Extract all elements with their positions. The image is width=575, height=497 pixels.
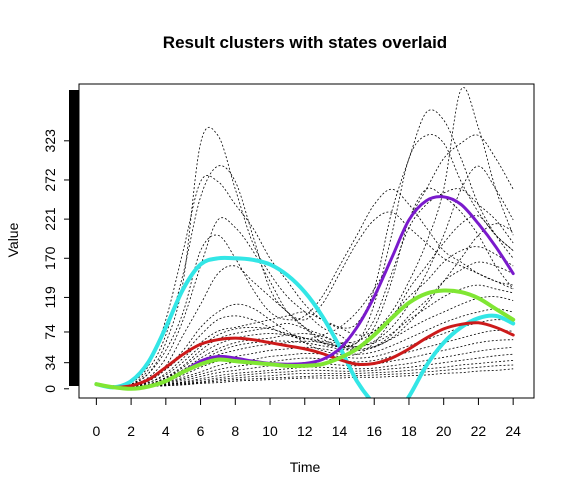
background-line-23 (96, 223, 514, 388)
x-tick-label: 4 (162, 423, 170, 439)
background-line-18 (96, 165, 514, 387)
x-tick-label: 22 (471, 423, 487, 439)
x-tick-label: 14 (332, 423, 348, 439)
background-line-20 (96, 134, 514, 388)
y-axis-label: Value (5, 222, 21, 257)
y-tick-label: 0 (42, 385, 58, 393)
y-tick-label: 221 (42, 207, 58, 231)
background-line-5 (96, 246, 514, 387)
x-tick-label: 10 (262, 423, 278, 439)
series-line-0 (94, 255, 516, 398)
y-tick-label: 119 (42, 286, 58, 309)
x-tick-label: 2 (127, 423, 135, 439)
x-tick-label: 20 (436, 423, 452, 439)
x-tick-label: 24 (505, 423, 521, 439)
y-tick-label: 74 (42, 324, 58, 340)
x-tick-label: 18 (401, 423, 417, 439)
background-line-0 (96, 126, 514, 387)
background-line-17 (96, 368, 514, 388)
y-tick-label: 34 (42, 355, 58, 371)
x-axis-ticks: 0 2 4 6 8 10 12 14 16 18 20 22 24 (92, 398, 521, 439)
background-line-6 (96, 261, 514, 388)
y-tick-label: 323 (42, 129, 58, 153)
series-line-1 (94, 321, 515, 389)
series-line-3 (94, 288, 516, 391)
y-tick-label: 170 (42, 246, 58, 270)
x-tick-label: 8 (231, 423, 239, 439)
y-axis-ticks: 0 34 74 119 170 221 272 323 (42, 129, 69, 393)
background-line-12 (96, 339, 514, 388)
x-tick-label: 12 (297, 423, 313, 439)
background-line-3 (96, 188, 514, 388)
background-line-10 (96, 319, 514, 388)
x-axis-label: Time (290, 459, 321, 475)
x-tick-label: 6 (197, 423, 205, 439)
y-tick-label: 272 (42, 168, 58, 192)
background-line-19 (96, 188, 514, 387)
plot-frame (78, 83, 535, 399)
background-line-2 (96, 187, 514, 387)
y-axis-bar (69, 90, 79, 386)
x-tick-label: 0 (92, 423, 100, 439)
chart-title: Result clusters with states overlaid (163, 33, 447, 52)
background-line-8 (96, 296, 514, 388)
background-line-1 (96, 109, 514, 387)
background-line-22 (96, 165, 514, 388)
x-tick-label: 16 (366, 423, 382, 439)
series-lines (94, 195, 516, 398)
background-line-15 (96, 360, 514, 388)
background-line-21 (96, 87, 514, 388)
